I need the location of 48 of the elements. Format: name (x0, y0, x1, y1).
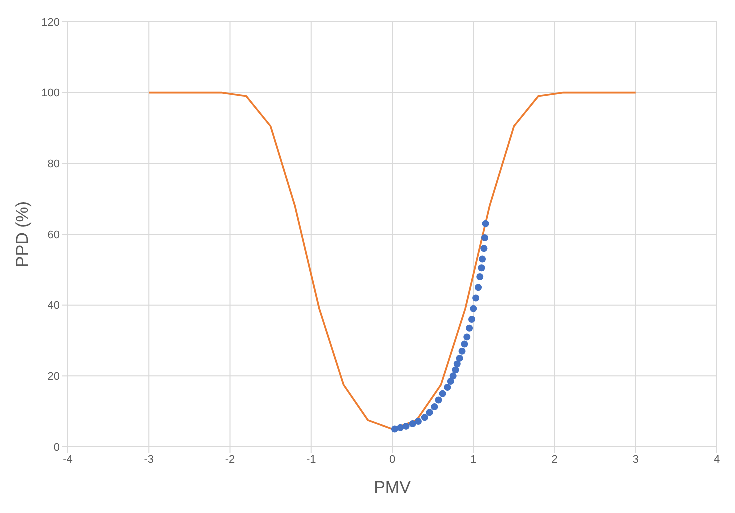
x-tick-label: 3 (632, 454, 639, 466)
y-tick-label: 80 (48, 158, 60, 171)
point (458, 348, 466, 355)
point (456, 354, 464, 362)
point (414, 418, 422, 425)
x-tick-label: -1 (306, 454, 316, 466)
x-tick-label: 1 (470, 454, 477, 466)
y-tick-label: 120 (42, 16, 60, 29)
y-axis-title: PPD (%) (13, 201, 32, 268)
point (450, 372, 457, 380)
y-tick-label: 0 (54, 442, 60, 454)
x-tick-label: 4 (714, 454, 720, 466)
point (409, 420, 416, 428)
point (431, 403, 438, 410)
point (472, 294, 480, 302)
x-tick-label: -2 (225, 454, 236, 466)
point (439, 390, 446, 398)
point (478, 264, 486, 272)
point (482, 220, 490, 228)
x-tick-label: 2 (552, 454, 558, 466)
point (470, 305, 478, 312)
point (464, 334, 471, 341)
point (479, 256, 486, 263)
point (391, 426, 398, 433)
point (454, 360, 461, 368)
point (421, 414, 428, 422)
x-tick-label: 0 (389, 454, 396, 466)
point (444, 384, 452, 391)
point (435, 396, 442, 404)
point (481, 234, 488, 242)
y-tick-label: 100 (42, 88, 60, 100)
point (461, 340, 468, 348)
point (474, 284, 482, 292)
point (447, 378, 454, 385)
point (466, 324, 474, 332)
point (476, 274, 484, 280)
x-tick-label: -3 (144, 454, 154, 466)
point (397, 424, 404, 432)
point (402, 422, 410, 430)
y-tick-label: 40 (48, 300, 60, 312)
x-axis-title: PMV (374, 478, 412, 497)
point (480, 245, 488, 252)
point (426, 409, 434, 416)
x-tick-label: -4 (63, 454, 73, 466)
y-tick-label: 60 (48, 229, 60, 242)
y-tick-label: 20 (48, 371, 60, 384)
point (468, 316, 476, 323)
point (452, 366, 460, 374)
